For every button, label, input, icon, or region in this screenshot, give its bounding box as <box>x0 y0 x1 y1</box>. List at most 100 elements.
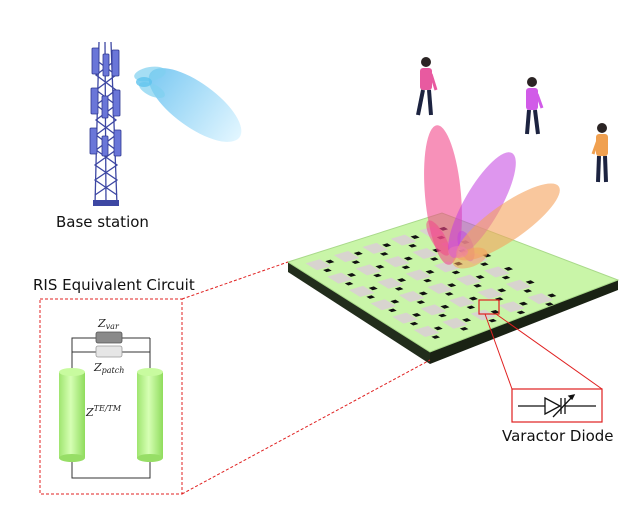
ris-patch <box>470 309 497 321</box>
base-station-tower <box>89 41 122 206</box>
ris-patch <box>434 261 460 273</box>
ris-varactor-pad <box>397 278 407 283</box>
ris-varactor-pad <box>438 313 447 318</box>
person-pink <box>416 57 438 116</box>
ris-varactor-pad <box>545 302 554 307</box>
ris-varactor-pad <box>373 273 382 278</box>
ris-varactor-pad <box>468 296 478 301</box>
ris-varactor-pad <box>516 310 526 315</box>
ris-varactor-pad <box>501 275 511 280</box>
ris-varactor-pad <box>388 308 397 313</box>
ris-varactor-pad <box>488 318 497 323</box>
ris-circuit-title: RIS Equivalent Circuit <box>33 276 195 294</box>
reflected-beams <box>424 125 560 269</box>
ris-patch <box>477 287 503 300</box>
ris-varactor-pad <box>323 268 332 273</box>
varactor-diode-label: Varactor Diode <box>502 427 614 445</box>
ris-patch <box>449 296 475 308</box>
ris-varactor-pad <box>433 326 443 331</box>
ris-patch <box>412 247 438 260</box>
base-station-beam <box>134 66 242 142</box>
z-var-label: Zvar <box>97 317 120 331</box>
ris-varactor-pad <box>473 283 482 288</box>
ris-patch <box>398 291 425 303</box>
ris-patch <box>484 266 510 278</box>
ris-patch <box>420 304 447 316</box>
ris-varactor-pad <box>412 313 422 317</box>
ris-varactor-pad <box>382 243 392 248</box>
ris-patch <box>384 256 410 268</box>
ris-varactor-pad <box>375 264 385 269</box>
ris-patch <box>362 242 388 254</box>
ris-varactor-pad <box>518 301 528 306</box>
ris-varactor-pad <box>351 260 361 264</box>
ris-varactor-pad <box>475 275 485 279</box>
ris-varactor-pad <box>490 309 500 314</box>
person-purple <box>525 77 544 135</box>
ris-patch <box>370 299 397 311</box>
ris-varactor-pad <box>408 243 417 248</box>
ris-patch <box>327 272 353 284</box>
ris-varactor-pad <box>344 281 354 286</box>
ris-varactor-pad <box>523 289 532 293</box>
ris-varactor-pad <box>347 273 357 277</box>
z-patch-resistor <box>95 345 123 358</box>
ris-varactor-pad <box>368 286 378 291</box>
base-station-label: Base station <box>56 213 149 231</box>
ris-varactor-pad <box>525 280 535 285</box>
ris-patch <box>527 293 553 305</box>
ris-varactor-pad <box>409 321 419 326</box>
ris-varactor-pad <box>425 269 435 274</box>
ris-varactor-pad <box>416 300 426 304</box>
transmission-line-left <box>59 368 85 462</box>
ris-varactor-pad <box>418 291 428 296</box>
ris-varactor-pad <box>451 270 461 275</box>
ris-varactor-pad <box>444 292 454 296</box>
ris-varactor-pad <box>503 266 513 271</box>
ris-patch <box>305 259 332 271</box>
ris-patch <box>455 274 482 286</box>
z-te-tm-label: ZTE/TM <box>85 404 122 419</box>
ris-patch <box>392 312 418 324</box>
ris-varactor-pad <box>431 335 441 339</box>
ris-patch <box>390 234 417 246</box>
circuit-callout-lines <box>39 261 431 495</box>
ris-varactor-pad <box>497 288 507 293</box>
ris-varactor-pad <box>379 252 389 256</box>
z-var-resistor <box>95 331 123 344</box>
ris-patch <box>405 269 432 281</box>
ris-patch <box>348 285 375 297</box>
ris-varactor-pad <box>394 287 404 291</box>
ris-varactor-pad <box>401 265 411 270</box>
ris-patch <box>427 282 453 294</box>
ris-patch <box>413 325 440 337</box>
ris-varactor-pad <box>462 318 472 323</box>
varactor-callout: Varactor Diode <box>478 299 614 445</box>
ris-patch <box>442 317 468 329</box>
varactor-diode-icon <box>518 394 596 418</box>
ris-varactor-pad <box>403 256 413 261</box>
ris-varactor-pad <box>429 257 439 261</box>
ris-varactor-pad <box>480 262 489 267</box>
ris-equivalent-circuit: Zvar Zpatch ZTE/TM <box>59 317 163 479</box>
ris-varactor-pad <box>459 327 469 331</box>
ris-patch <box>355 264 382 276</box>
ris-patch <box>377 277 403 289</box>
ris-varactor-pad <box>390 299 400 304</box>
ris-varactor-pad <box>447 283 457 288</box>
ris-varactor-pad <box>547 293 557 298</box>
ris-varactor-pad <box>325 259 335 264</box>
ris-patch <box>499 301 525 313</box>
ris-varactor-pad <box>410 235 420 239</box>
ris-patch <box>333 251 360 263</box>
transmission-line-right <box>137 368 163 462</box>
person-orange <box>591 123 608 183</box>
ris-varactor-pad <box>353 251 363 256</box>
ris-patch <box>505 279 532 291</box>
ris-varactor-pad <box>440 304 450 309</box>
ris-varactor-pad <box>423 278 432 283</box>
z-patch-label: Zpatch <box>93 361 124 375</box>
ris-varactor-pad <box>366 295 376 299</box>
ris-varactor-pad <box>466 305 476 310</box>
